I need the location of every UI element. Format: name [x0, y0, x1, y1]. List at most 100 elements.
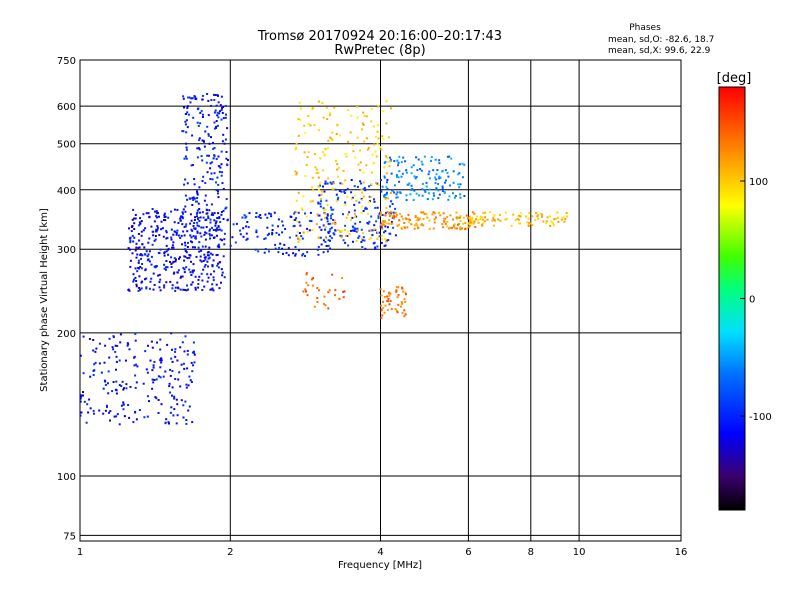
data-point — [147, 241, 150, 244]
data-point — [186, 182, 189, 185]
data-point — [379, 211, 382, 214]
data-point — [187, 288, 190, 291]
data-point — [540, 212, 543, 215]
data-point — [213, 111, 216, 114]
data-point — [398, 223, 400, 226]
data-point — [225, 151, 228, 153]
data-point — [212, 147, 215, 150]
data-point — [380, 304, 383, 307]
data-point — [394, 308, 397, 311]
data-point — [165, 281, 168, 284]
data-point — [297, 118, 300, 120]
data-point — [468, 224, 471, 227]
data-point — [335, 133, 338, 135]
data-point — [541, 215, 544, 218]
data-point — [147, 344, 149, 347]
data-point — [128, 289, 131, 292]
data-point — [242, 227, 245, 230]
data-point — [220, 95, 223, 98]
data-point — [361, 199, 364, 201]
data-point — [130, 230, 133, 232]
data-point — [193, 197, 196, 200]
data-point — [185, 148, 188, 151]
data-point — [210, 234, 213, 237]
data-point — [93, 363, 96, 366]
data-point — [92, 374, 95, 376]
data-point — [316, 171, 319, 174]
data-point — [353, 185, 356, 188]
data-point — [297, 211, 300, 214]
data-point — [176, 281, 179, 284]
data-point — [377, 137, 380, 140]
data-point — [80, 411, 83, 414]
data-point — [438, 162, 441, 165]
data-point — [297, 191, 300, 194]
data-point — [199, 255, 202, 258]
data-point — [326, 213, 329, 216]
data-point — [177, 222, 180, 224]
data-point — [383, 295, 386, 298]
data-point — [301, 254, 304, 257]
data-point — [163, 251, 166, 254]
data-point — [213, 121, 216, 124]
data-point — [331, 139, 334, 142]
data-point — [139, 217, 142, 220]
data-point — [209, 252, 212, 255]
data-point — [388, 219, 391, 222]
data-point — [325, 245, 328, 247]
data-point — [141, 280, 144, 283]
data-point — [350, 219, 352, 222]
data-point — [319, 181, 322, 184]
data-point — [317, 129, 320, 132]
data-point — [365, 115, 368, 118]
data-point — [457, 216, 460, 219]
data-point — [362, 171, 365, 174]
data-point — [341, 230, 344, 233]
data-point — [294, 246, 297, 248]
data-point — [412, 199, 415, 201]
data-point — [170, 228, 173, 231]
data-point — [297, 241, 300, 243]
data-point — [435, 187, 438, 190]
data-point — [433, 221, 436, 224]
data-point — [186, 126, 189, 129]
data-point — [92, 409, 95, 412]
data-point — [379, 146, 382, 149]
y-tick-label: 300 — [57, 245, 76, 256]
data-point — [200, 155, 203, 158]
data-point — [467, 222, 470, 225]
data-point — [170, 332, 173, 335]
data-point — [484, 216, 487, 219]
data-point — [335, 193, 338, 196]
data-point — [189, 240, 192, 243]
data-point — [263, 238, 266, 240]
data-point — [179, 276, 182, 279]
data-point — [200, 235, 203, 238]
data-point — [362, 111, 365, 114]
data-point — [365, 137, 368, 140]
data-point — [322, 224, 325, 227]
data-point — [348, 233, 351, 236]
data-point — [444, 222, 447, 225]
data-point — [311, 229, 314, 232]
data-point — [174, 378, 177, 380]
data-point — [465, 227, 468, 230]
data-point — [183, 225, 186, 228]
data-point — [397, 303, 400, 306]
data-point — [153, 239, 156, 242]
data-point — [199, 259, 202, 262]
data-point — [201, 94, 204, 97]
data-point — [452, 225, 455, 228]
data-point — [206, 154, 209, 157]
data-point — [133, 228, 136, 230]
data-point — [211, 161, 214, 164]
data-point — [217, 225, 220, 228]
data-point — [432, 192, 435, 195]
data-point — [327, 244, 330, 247]
data-point — [305, 215, 308, 218]
data-point — [166, 343, 169, 346]
data-point — [245, 225, 248, 228]
data-point — [171, 348, 173, 351]
data-point — [201, 139, 204, 142]
data-point — [148, 215, 151, 218]
